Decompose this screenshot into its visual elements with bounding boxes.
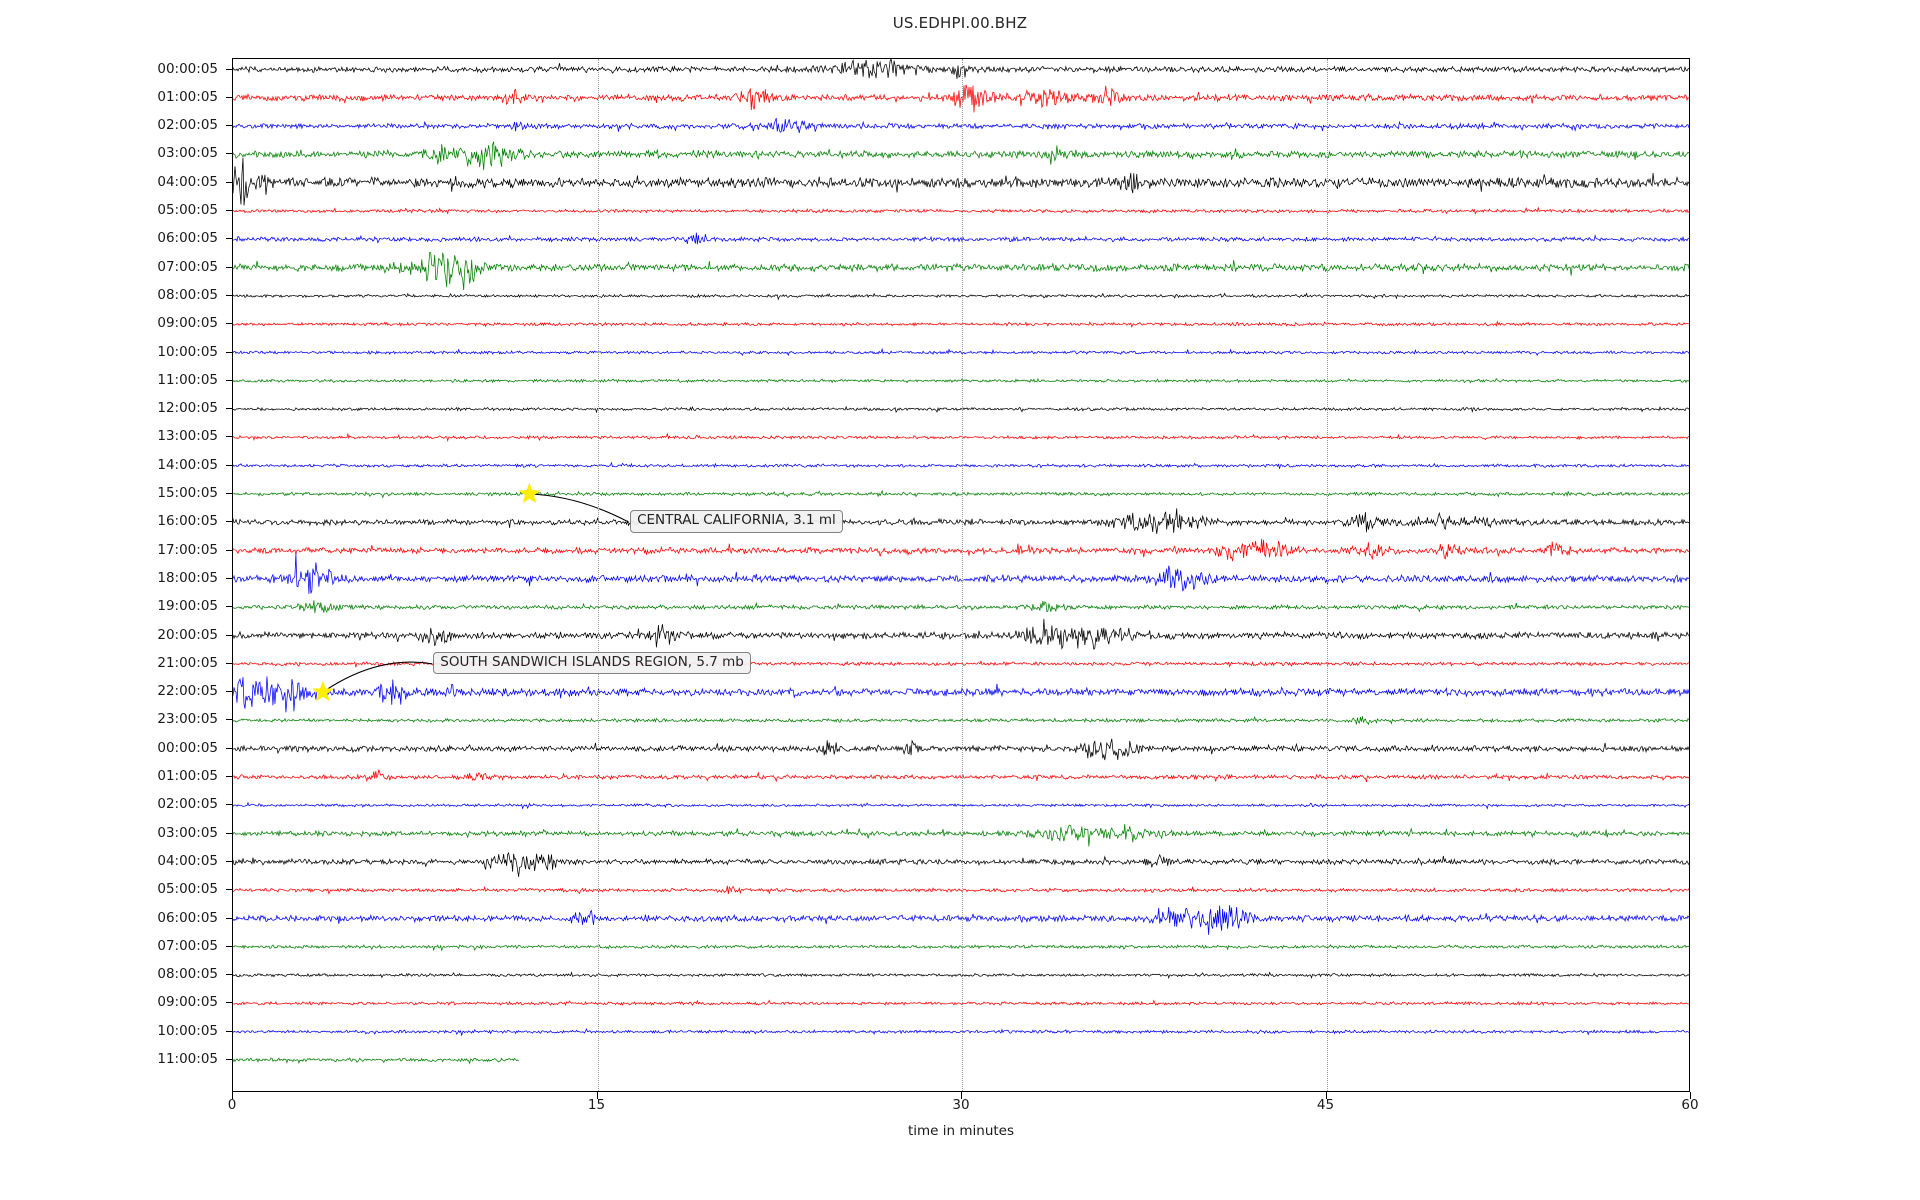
- hour-label-27: 03:00:05: [157, 824, 218, 841]
- hour-tick-0: [226, 68, 233, 70]
- event-star-marker-1[interactable]: [312, 680, 334, 702]
- gridline-15: [597, 59, 599, 1091]
- hour-tick-32: [226, 974, 233, 976]
- hour-label-2: 02:00:05: [157, 117, 218, 134]
- hour-tick-8: [226, 294, 233, 296]
- hour-label-26: 02:00:05: [157, 796, 218, 813]
- hour-label-11: 11:00:05: [157, 371, 218, 388]
- hour-tick-23: [226, 719, 233, 721]
- hour-label-33: 09:00:05: [157, 994, 218, 1011]
- hour-tick-18: [226, 577, 233, 579]
- hour-tick-27: [226, 832, 233, 834]
- event-star-marker-0[interactable]: [518, 482, 541, 504]
- annotation-connector-0: [529, 493, 630, 523]
- hour-label-4: 04:00:05: [157, 173, 218, 190]
- hour-tick-15: [226, 493, 233, 494]
- hour-label-29: 05:00:05: [157, 881, 218, 898]
- hour-label-34: 10:00:05: [157, 1022, 218, 1039]
- hour-label-31: 07:00:05: [157, 937, 218, 954]
- hour-tick-1: [226, 96, 233, 98]
- time-label-0: 0: [227, 1097, 237, 1113]
- hour-tick-11: [226, 379, 233, 381]
- hour-label-21: 21:00:05: [157, 654, 218, 671]
- hour-label-32: 08:00:05: [157, 966, 218, 983]
- hour-tick-19: [226, 606, 233, 608]
- hour-label-13: 13:00:05: [157, 428, 218, 445]
- hour-tick-10: [226, 351, 233, 353]
- plot-axes: [232, 58, 1690, 1092]
- time-label-45: 45: [1316, 1097, 1335, 1113]
- hour-label-35: 11:00:05: [157, 1051, 218, 1067]
- hour-label-3: 03:00:05: [157, 145, 218, 162]
- hour-tick-22: [226, 691, 233, 693]
- hour-label-14: 14:00:05: [157, 456, 218, 473]
- hour-tick-7: [226, 266, 233, 268]
- hour-tick-16: [226, 521, 233, 523]
- time-label-30: 30: [952, 1097, 970, 1113]
- time-tick-0: [232, 1092, 233, 1099]
- hour-tick-13: [226, 436, 233, 438]
- hour-tick-24: [226, 747, 233, 749]
- time-label-60: 60: [1681, 1097, 1699, 1113]
- hour-tick-31: [226, 945, 233, 947]
- gridline-30: [962, 59, 963, 1091]
- plot-area: [233, 59, 1689, 1091]
- hour-tick-21: [226, 662, 233, 664]
- hour-tick-25: [226, 776, 233, 777]
- hour-tick-35: [226, 1059, 233, 1060]
- event-label-1[interactable]: SOUTH SANDWICH ISLANDS REGION, 5.7 mb: [433, 651, 751, 675]
- hour-tick-34: [226, 1030, 233, 1032]
- hour-label-24: 00:00:05: [157, 739, 218, 756]
- hour-tick-9: [226, 323, 233, 325]
- hour-tick-26: [226, 804, 233, 806]
- hour-label-9: 09:00:05: [157, 315, 218, 332]
- hour-label-0: 00:00:05: [157, 60, 218, 77]
- hour-label-7: 07:00:05: [157, 258, 218, 275]
- gridline-45: [1326, 59, 1328, 1091]
- hour-tick-30: [226, 917, 233, 919]
- hour-label-10: 10:00:05: [157, 343, 218, 360]
- hour-label-6: 06:00:05: [157, 230, 218, 247]
- hour-label-17: 17:00:05: [157, 541, 218, 558]
- hour-tick-6: [226, 238, 233, 240]
- time-label-15: 15: [587, 1097, 606, 1113]
- hour-tick-29: [226, 889, 233, 891]
- hour-label-22: 22:00:05: [157, 683, 218, 700]
- hour-tick-4: [226, 181, 233, 183]
- hour-label-18: 18:00:05: [157, 569, 218, 586]
- hour-label-25: 01:00:05: [157, 768, 218, 784]
- hour-label-23: 23:00:05: [157, 711, 218, 728]
- hour-tick-2: [226, 125, 233, 127]
- hour-tick-14: [226, 464, 233, 466]
- hour-label-16: 16:00:05: [157, 513, 218, 530]
- time-tick-30: [961, 1092, 962, 1099]
- annotation-connector-1: [322, 661, 433, 693]
- hour-tick-20: [226, 634, 233, 636]
- hour-label-8: 08:00:05: [157, 286, 218, 303]
- time-tick-15: [596, 1092, 598, 1099]
- hour-tick-33: [226, 1002, 233, 1004]
- time-tick-60: [1690, 1092, 1691, 1099]
- hour-label-28: 04:00:05: [157, 852, 218, 869]
- hour-label-19: 19:00:05: [157, 598, 218, 615]
- trace-11:00:05: [233, 1057, 519, 1065]
- event-annotation-connectors: [312, 482, 630, 702]
- hour-label-15: 15:00:05: [157, 485, 218, 501]
- hour-label-5: 05:00:05: [157, 202, 218, 218]
- hour-label-12: 12:00:05: [157, 400, 218, 417]
- event-label-0[interactable]: CENTRAL CALIFORNIA, 3.1 ml: [630, 510, 843, 533]
- hour-label-30: 06:00:05: [157, 909, 218, 926]
- hour-tick-12: [226, 408, 233, 410]
- x-axis-title: time in minutes: [907, 1123, 1015, 1139]
- hour-tick-3: [226, 153, 233, 155]
- hour-tick-5: [226, 210, 233, 211]
- hour-tick-28: [226, 860, 233, 862]
- time-tick-45: [1325, 1092, 1327, 1099]
- hour-label-1: 01:00:05: [157, 88, 218, 105]
- hour-label-20: 20:00:05: [157, 626, 218, 643]
- page-title: US.EDHPI.00.BHZ: [892, 14, 1028, 32]
- hour-tick-17: [226, 549, 233, 551]
